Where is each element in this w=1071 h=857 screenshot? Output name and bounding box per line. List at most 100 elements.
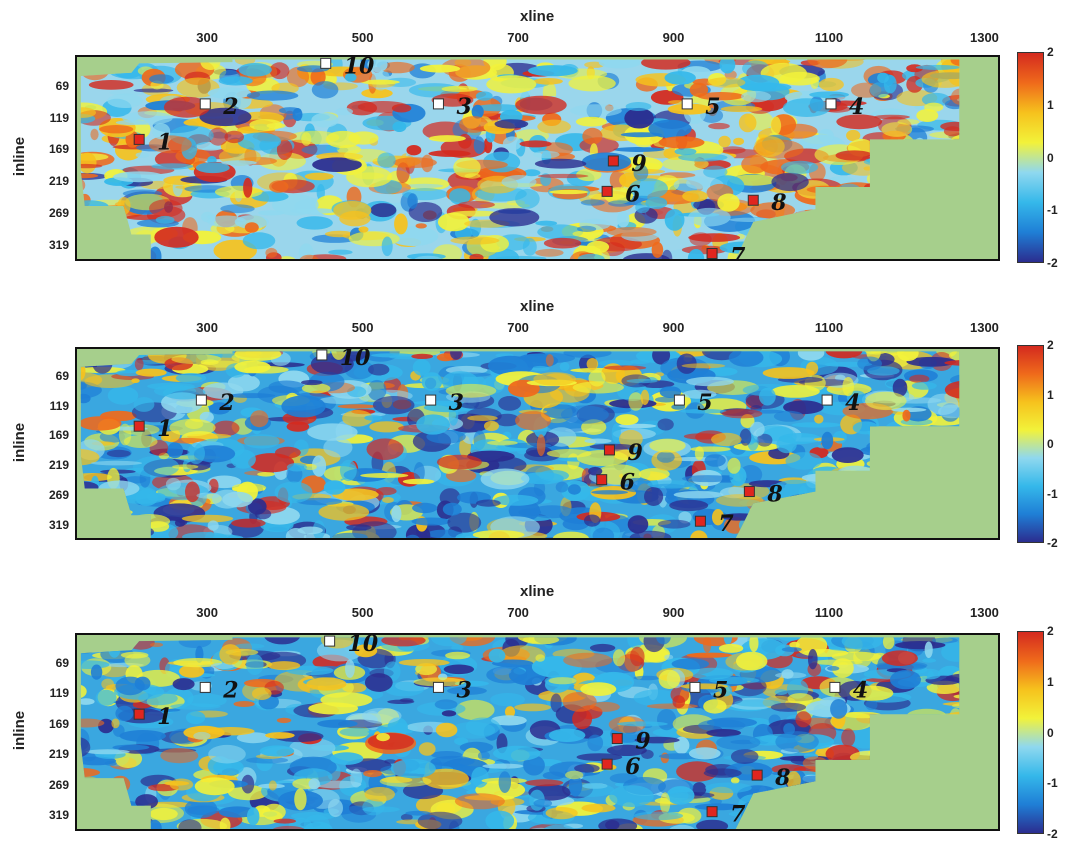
heatmap-blob [838,484,862,491]
heatmap-blob [810,780,846,790]
heatmap-blob [818,77,844,92]
heatmap-blob [906,464,956,479]
heatmap-blob [825,219,856,231]
heatmap-blob [155,215,175,224]
heatmap-blob [620,132,663,138]
heatmap-blob [377,152,396,169]
heatmap-blob [783,501,796,511]
heatmap-blob [412,255,444,259]
heatmap-blob [107,386,139,405]
heatmap-blob [369,421,404,433]
well-label-5: 5 [705,94,720,120]
heatmap-blob [756,433,773,447]
heatmap-blob [762,801,809,822]
heatmap-cells [80,59,998,259]
heatmap-blob [946,711,960,719]
heatmap-blob [390,758,436,779]
heatmap-blob [913,227,947,233]
heatmap-blob [876,715,895,725]
heatmap-blob [298,254,320,259]
heatmap-blob [312,157,362,172]
heatmap-blob [495,255,547,259]
heatmap-blob [779,637,801,641]
heatmap-blob [630,359,651,365]
heatmap-blob [252,687,272,700]
heatmap-blob [774,689,788,695]
heatmap-blob [888,170,907,187]
heatmap-blob [790,802,800,825]
heatmap-blob [705,782,752,794]
heatmap-blob [490,693,525,707]
heatmap-blob [976,483,998,496]
heatmap-blob [863,819,877,829]
heatmap-blob [963,114,976,124]
well-marker-3 [425,394,437,406]
heatmap-blob [975,149,996,165]
heatmap-blob [548,728,586,742]
heatmap-blob [491,659,534,668]
well-marker-8 [747,194,759,206]
heatmap-blob [193,731,211,740]
heatmap-blob [926,500,960,521]
heatmap-blob [911,795,937,810]
heatmap-blob [916,239,960,257]
heatmap-blob [214,185,263,199]
heatmap-blob [908,251,922,259]
heatmap-blob [924,641,933,659]
heatmap-blob [612,649,626,667]
heatmap-blob [582,127,603,145]
well-label-1: 1 [157,129,172,155]
heatmap-blob [139,527,154,537]
heatmap-blob [307,423,358,441]
heatmap-blob [104,761,117,766]
heatmap-blob [296,216,333,230]
heatmap-blob [633,811,684,821]
heatmap-blob [785,452,822,470]
heatmap-blob [818,128,834,144]
heatmap-blob [981,660,998,667]
heatmap-blob [970,648,986,665]
heatmap-blob [391,103,412,113]
heatmap-blob [823,215,838,221]
heatmap-blob [415,223,427,229]
heatmap-blob [90,494,128,514]
heatmap-blob [776,436,797,454]
heatmap-blob [81,62,109,81]
heatmap-blob [843,711,882,719]
heatmap-blob [664,209,685,231]
heatmap-blob [915,204,948,219]
heatmap-blob [645,196,668,209]
heatmap-blob [853,242,876,255]
heatmap-blob [431,755,475,767]
heatmap-blob [802,756,828,770]
heatmap-blob [860,446,891,456]
heatmap-blob [80,210,105,221]
heatmap-blob [354,644,378,658]
heatmap-blob [944,807,960,821]
heatmap-blob [328,249,353,255]
heatmap-blob [160,433,171,442]
heatmap-blob [555,481,569,493]
heatmap-blob [985,749,998,762]
heatmap-blob [689,667,734,680]
heatmap-blob [922,658,937,663]
colorbar-tick-label: 1 [1047,674,1054,689]
heatmap-blob [408,202,443,222]
heatmap-blob [839,239,854,247]
heatmap-blob [986,362,998,380]
y-tick-label: 319 [48,237,69,252]
well-marker-8 [751,769,763,781]
heatmap-blob [80,698,95,705]
heatmap-blob [906,428,916,442]
heatmap-blob [955,769,960,787]
heatmap-blob [175,373,207,384]
heatmap-blob [412,502,438,514]
heatmap-blob [759,387,776,406]
heatmap-blob [367,59,388,73]
heatmap-blob [935,479,960,486]
heatmap-blob [982,78,998,93]
heatmap-blob [80,223,106,232]
heatmap-blob [606,744,647,756]
heatmap-blob [411,353,434,359]
heatmap-blob [826,811,867,822]
